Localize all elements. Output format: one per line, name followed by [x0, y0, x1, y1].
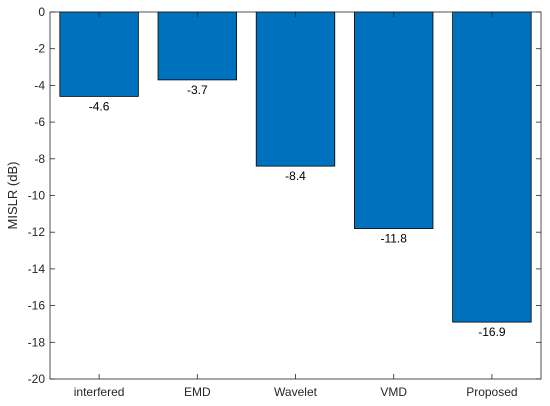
y-axis-label: MISLR (dB) — [5, 162, 20, 230]
bar-emd — [157, 11, 237, 81]
x-tick-label-emd: EMD — [184, 385, 211, 399]
y-tick-label: -16 — [28, 299, 46, 313]
bars-layer — [59, 11, 532, 323]
y-tick-label: -6 — [34, 115, 45, 129]
y-tick-label: 0 — [38, 5, 45, 19]
data-label-proposed: -16.9 — [478, 325, 506, 339]
data-label-interfered: -4.6 — [89, 99, 110, 113]
x-tick-label-proposed: Proposed — [466, 385, 517, 399]
y-tick-label: -14 — [28, 262, 46, 276]
bar-interfered — [59, 11, 139, 97]
y-tick-label: -20 — [28, 372, 46, 386]
bar-wavelet — [255, 11, 336, 167]
x-tick-label-vmd: VMD — [380, 385, 407, 399]
bar-proposed — [452, 11, 532, 323]
y-tick-label: -12 — [28, 225, 46, 239]
y-tick-label: -18 — [28, 335, 46, 349]
x-tick-label-wavelet: Wavelet — [274, 385, 318, 399]
x-tick-label-interfered: interfered — [74, 385, 125, 399]
data-label-vmd: -11.8 — [380, 232, 407, 246]
y-tick-label: -10 — [28, 189, 46, 203]
y-tick-label: -2 — [34, 42, 45, 56]
data-labels-layer: -4.6 -3.7 -8.4 -11.8 -16.9 — [89, 83, 506, 339]
data-label-emd: -3.7 — [187, 83, 208, 97]
axes-layer: 0 -2 -4 -6 -8 -10 -12 -14 -16 -18 -20 interfered EMD… — [28, 5, 542, 399]
bar-vmd — [354, 11, 434, 229]
data-label-wavelet: -8.4 — [285, 169, 306, 183]
y-tick-label: -8 — [34, 152, 45, 166]
y-tick-label: -4 — [34, 78, 45, 92]
